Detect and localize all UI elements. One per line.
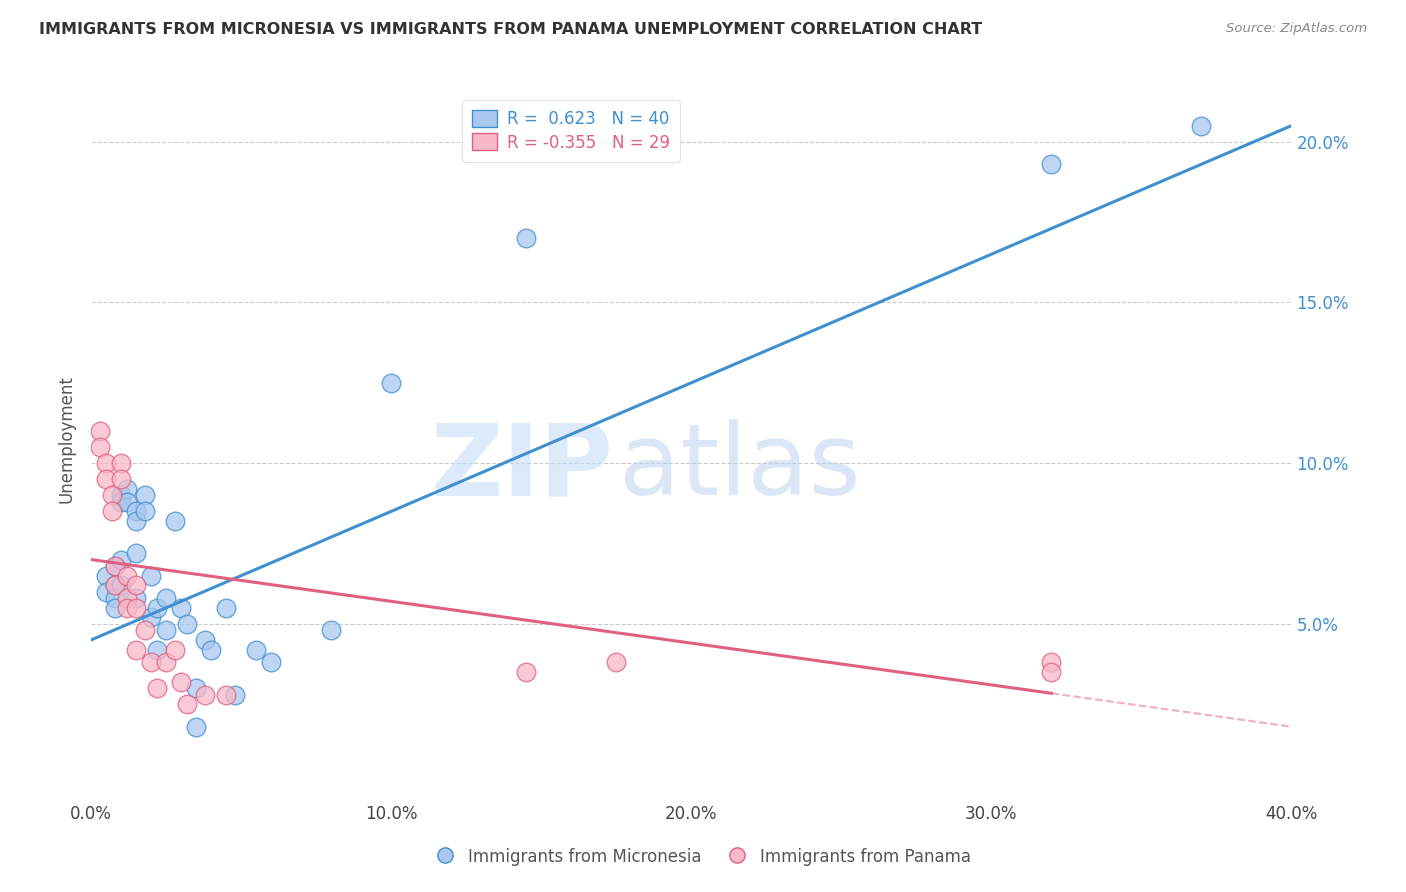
Point [194,632,217,647]
Legend: Immigrants from Micronesia, Immigrants from Panama: Immigrants from Micronesia, Immigrants f… [429,841,977,873]
Point [321,624,343,638]
Point [194,688,217,702]
Point [605,656,627,670]
Legend: R =  0.623   N = 40, R = -0.355   N = 29: R = 0.623 N = 40, R = -0.355 N = 29 [463,100,681,161]
Point [125,591,148,606]
Point [380,376,402,390]
Point [155,591,177,606]
Point [186,681,208,695]
Point [115,600,138,615]
Point [176,616,198,631]
Point [125,514,148,528]
Y-axis label: Unemployment: Unemployment [58,376,75,503]
Point [1040,656,1063,670]
Point [89,440,111,454]
Point [141,568,163,582]
Point [101,488,124,502]
Point [170,674,193,689]
Point [155,624,177,638]
Point [260,656,283,670]
Point [146,681,169,695]
Point [515,665,537,679]
Point [115,591,138,606]
Point [110,472,132,486]
Point [186,720,208,734]
Point [125,578,148,592]
Text: ZIP: ZIP [430,419,613,516]
Point [125,600,148,615]
Point [104,578,127,592]
Point [104,578,127,592]
Point [1040,157,1063,171]
Point [146,642,169,657]
Point [110,494,132,508]
Point [165,514,187,528]
Point [110,552,132,566]
Point [110,488,132,502]
Point [104,559,127,574]
Point [115,494,138,508]
Point [245,642,267,657]
Point [104,591,127,606]
Point [155,656,177,670]
Point [170,600,193,615]
Point [101,504,124,518]
Point [104,600,127,615]
Text: Source: ZipAtlas.com: Source: ZipAtlas.com [1226,22,1367,36]
Point [200,642,222,657]
Point [1040,665,1063,679]
Point [115,482,138,496]
Point [125,546,148,560]
Point [141,656,163,670]
Point [1191,119,1213,133]
Point [104,559,127,574]
Point [96,456,118,470]
Point [134,504,156,518]
Point [125,642,148,657]
Point [215,600,238,615]
Point [110,456,132,470]
Point [165,642,187,657]
Point [215,688,238,702]
Point [146,600,169,615]
Point [96,568,118,582]
Point [89,424,111,438]
Point [115,568,138,582]
Point [134,488,156,502]
Point [134,624,156,638]
Point [96,472,118,486]
Text: IMMIGRANTS FROM MICRONESIA VS IMMIGRANTS FROM PANAMA UNEMPLOYMENT CORRELATION CH: IMMIGRANTS FROM MICRONESIA VS IMMIGRANTS… [39,22,983,37]
Point [515,231,537,245]
Point [224,688,246,702]
Point [176,697,198,711]
Text: atlas: atlas [619,419,860,516]
Point [125,504,148,518]
Point [110,578,132,592]
Point [141,610,163,624]
Point [96,584,118,599]
